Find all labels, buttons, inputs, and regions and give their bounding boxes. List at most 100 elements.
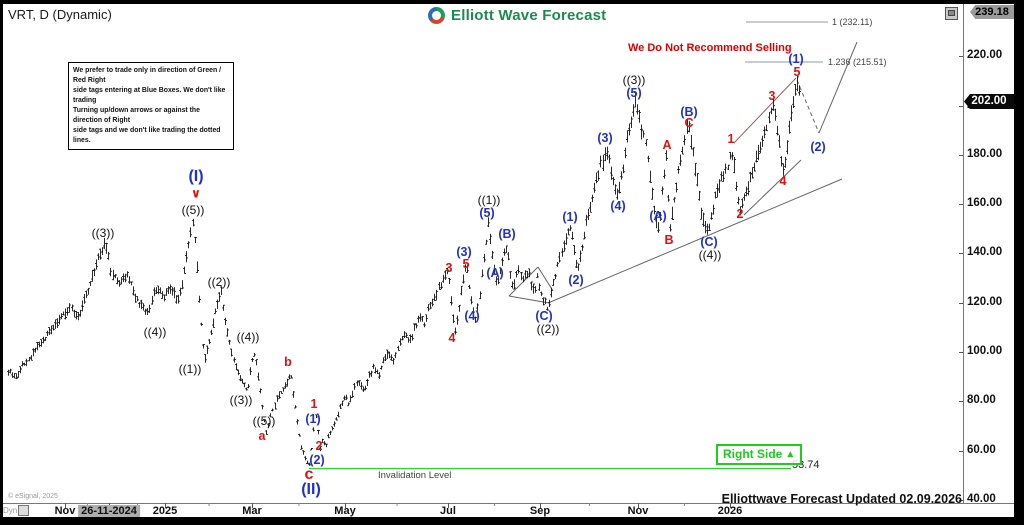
time-axis-label: 2025	[152, 505, 178, 517]
projection-dashed-line	[796, 79, 820, 134]
price-axis-label: 80.00	[967, 394, 996, 406]
wave-label: c	[304, 466, 314, 483]
disclaimer-line: We prefer to trade only in direction of …	[73, 67, 222, 84]
wave-label: (I)	[188, 168, 204, 185]
trend-line	[508, 295, 550, 304]
up-arrow-icon: ▲	[785, 448, 796, 460]
invalidation-level-label: Invalidation Level	[378, 470, 452, 481]
price-axis-label: 180.00	[967, 148, 1003, 160]
time-axis-label: 2026	[717, 505, 743, 517]
time-axis-label: Jul	[440, 505, 456, 517]
selected-date-label: 26-11-2024	[78, 505, 140, 517]
right-side-tag: Right Side ▲	[716, 444, 803, 465]
frame-bottom	[0, 517, 1024, 525]
wave-label: 5	[793, 65, 801, 79]
dyn-mode-icon[interactable]	[18, 505, 29, 516]
wave-label: ((4))	[143, 325, 167, 339]
marked-high-tag: 239.18	[970, 5, 1014, 19]
disclaimer-line: Turning up/down arrows or against the di…	[73, 107, 200, 124]
time-axis-label: Nov	[627, 505, 649, 517]
last-price-tag: 202.00	[964, 94, 1014, 109]
wave-label: C	[684, 116, 694, 130]
trend-line	[537, 266, 554, 292]
time-axis-label: May	[334, 505, 356, 517]
frame-right	[1014, 0, 1024, 525]
trend-line	[733, 77, 797, 144]
price-axis-label: 100.00	[967, 345, 1003, 357]
wave-label: (2)	[810, 140, 826, 154]
wave-label: ((3))	[229, 393, 253, 407]
time-axis-label: Sep	[529, 505, 551, 517]
wave-label: 4	[448, 331, 456, 345]
wave-label: ∨	[190, 186, 202, 201]
wave-label: (C)	[535, 309, 553, 323]
wave-label: ((3))	[91, 226, 115, 240]
recommendation-note: We Do Not Recommend Selling	[628, 42, 792, 54]
wave-label: (5)	[479, 206, 495, 220]
trend-line	[743, 159, 802, 216]
symbol-title: VRT, D (Dynamic)	[8, 7, 112, 22]
fib-extension-label-1: 1 (232.11)	[832, 17, 873, 27]
wave-label: 3	[768, 89, 776, 103]
wave-label: 4	[779, 174, 787, 188]
elliott-wave-forecast-logo-icon	[428, 7, 445, 24]
frame-left	[0, 0, 3, 525]
wave-label: (B)	[680, 105, 698, 119]
wave-label: ((4))	[698, 248, 722, 262]
wave-label: (1)	[562, 210, 578, 224]
time-axis-label: Nov	[54, 505, 76, 517]
wave-label: ((1))	[477, 193, 501, 207]
disclaimer-line: side tags and we don't like trading the …	[73, 127, 221, 144]
trend-line	[547, 178, 843, 304]
wave-label: ((2))	[536, 322, 560, 336]
updated-note: Elliottwave Forecast Updated 02.09.2026	[721, 492, 962, 506]
wave-label: 3	[445, 261, 453, 275]
brand-name: Elliott Wave Forecast	[451, 7, 607, 24]
price-axis-label: 140.00	[967, 246, 1003, 258]
dyn-mode-label: Dyn	[3, 506, 18, 515]
wave-label: ((4))	[236, 330, 260, 344]
wave-label: a	[258, 429, 266, 443]
wave-label: (C)	[700, 235, 718, 249]
disclaimer-box: We prefer to trade only in direction of …	[68, 62, 234, 150]
wave-label: (3)	[597, 131, 613, 145]
price-bars	[7, 74, 801, 466]
wave-label: A	[662, 138, 672, 152]
wave-label: 1	[727, 132, 735, 146]
wave-label: (B)	[498, 227, 516, 241]
wave-label: 5	[462, 257, 470, 271]
wave-label: ((5))	[252, 414, 276, 428]
wave-label: (2)	[568, 273, 584, 287]
wave-label: (II)	[301, 481, 321, 498]
wave-label: 2	[315, 439, 323, 453]
wave-label: ((5))	[181, 203, 205, 217]
window-restore-icon[interactable]	[945, 7, 958, 20]
price-axis-label: 160.00	[967, 197, 1003, 209]
right-side-label: Right Side	[723, 447, 783, 461]
price-axis-label: 40.00	[967, 493, 996, 505]
wave-label: ((2))	[207, 275, 231, 289]
wave-label: 1	[310, 397, 318, 411]
time-axis-label: Mar	[242, 505, 262, 517]
copyright-note: © eSignal, 2025	[8, 493, 58, 500]
frame-top	[0, 0, 1024, 4]
wave-label: (1)	[788, 52, 804, 66]
wave-label: (4)	[464, 309, 480, 323]
wave-label: (2)	[309, 453, 325, 467]
wave-label: ((1))	[178, 362, 202, 376]
brand-header: Elliott Wave Forecast	[428, 7, 606, 24]
wave-label: 2	[736, 207, 744, 221]
wave-label: (A)	[649, 209, 667, 223]
wave-label: (3)	[456, 245, 472, 259]
trend-line	[818, 41, 858, 134]
disclaimer-line: side tags entering at Blue Boxes. We don…	[73, 87, 226, 104]
wave-label: (4)	[610, 199, 626, 213]
price-axis-label: 120.00	[967, 296, 1003, 308]
fib-extension-label-1236: 1.236 (215.51)	[828, 57, 887, 67]
price-axis-label: 220.00	[967, 49, 1003, 61]
wave-label: (A)	[486, 266, 504, 280]
wave-label: (1)	[305, 412, 321, 426]
wave-label: b	[284, 355, 292, 369]
